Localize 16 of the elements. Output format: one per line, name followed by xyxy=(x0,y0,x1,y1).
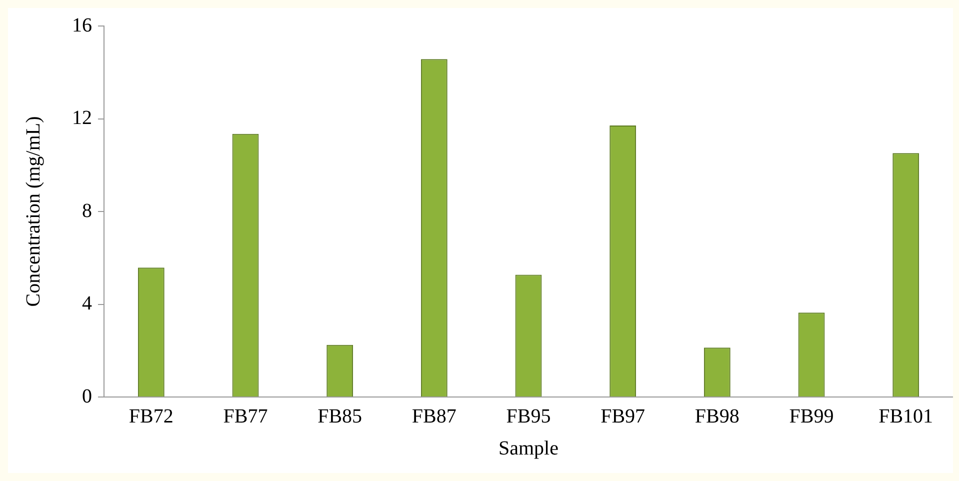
x-tick-label: FB97 xyxy=(600,405,646,428)
x-tick-label: FB72 xyxy=(128,405,174,428)
y-tick-label: 4 xyxy=(82,292,92,314)
x-tick-label: FB87 xyxy=(412,405,456,428)
x-tick-label: FB77 xyxy=(223,405,268,428)
y-tick-label: 0 xyxy=(82,385,92,408)
y-tick-label: 12 xyxy=(72,107,92,129)
x-tick-label: FB85 xyxy=(318,405,362,428)
x-tick-label: FB99 xyxy=(789,405,834,428)
x-tick-label: FB95 xyxy=(506,405,551,428)
y-tick-label: 8 xyxy=(82,200,92,222)
x-tick-label: FB98 xyxy=(694,405,740,428)
x-axis-title: Sample xyxy=(498,437,559,460)
x-tick-label: FB101 xyxy=(878,405,934,428)
y-tick-label: 16 xyxy=(72,14,92,36)
y-axis-title: Concentration (mg/mL) xyxy=(22,116,44,307)
